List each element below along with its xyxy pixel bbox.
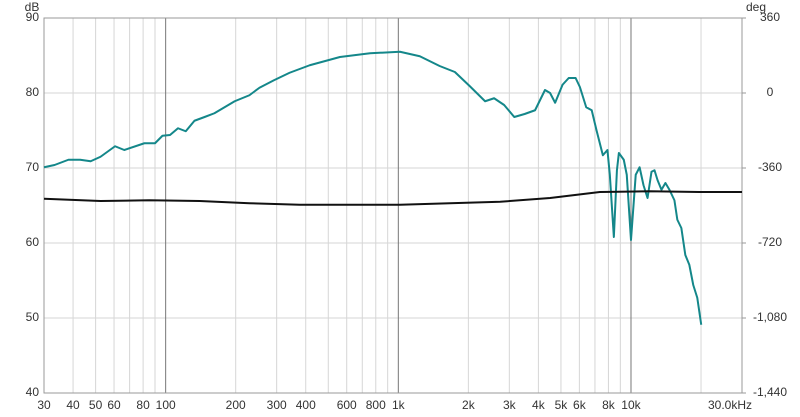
y-tick-label: 60 <box>26 235 40 249</box>
x-tick-label: 2k <box>462 398 476 412</box>
x-tick-label: 400 <box>296 398 316 412</box>
x-tick-label: 3k <box>503 398 517 412</box>
series-line <box>43 50 703 325</box>
y2-tick-label: -360 <box>758 160 782 174</box>
x-tick-label: 5k <box>555 398 569 412</box>
x-tick-label: 8k <box>602 398 616 412</box>
y-tick-label: 80 <box>26 85 40 99</box>
x-tick-label: 800 <box>366 398 386 412</box>
x-tick-label: 200 <box>226 398 246 412</box>
x-tick-label: 30 <box>37 398 51 412</box>
x-tick-label: 50 <box>89 398 103 412</box>
x-tick-label: 600 <box>337 398 357 412</box>
y-tick-label: 40 <box>26 385 40 399</box>
y-tick-label: 50 <box>26 310 40 324</box>
x-tick-label: 30.0kHz <box>708 398 752 412</box>
x-tick-label: 1k <box>392 398 406 412</box>
x-tick-label: 100 <box>156 398 176 412</box>
y-axis-label: dB <box>25 0 40 14</box>
y-tick-label: 70 <box>26 160 40 174</box>
y2-tick-label: -720 <box>758 235 782 249</box>
y-tick-label: 90 <box>26 10 40 24</box>
x-tick-label: 10k <box>621 398 641 412</box>
x-tick-label: 4k <box>532 398 546 412</box>
y2-tick-label: -1,080 <box>753 310 787 324</box>
x-tick-label: 40 <box>66 398 80 412</box>
x-tick-label: 80 <box>136 398 150 412</box>
series-line <box>43 190 742 206</box>
x-tick-label: 300 <box>267 398 287 412</box>
y2-tick-label: -1,440 <box>753 385 787 399</box>
x-tick-label: 60 <box>107 398 121 412</box>
y2-tick-label: 360 <box>760 10 780 24</box>
y2-axis-label: deg <box>746 0 766 14</box>
y2-tick-label: 0 <box>767 85 774 99</box>
plot-border <box>43 17 743 394</box>
x-tick-label: 6k <box>573 398 587 412</box>
